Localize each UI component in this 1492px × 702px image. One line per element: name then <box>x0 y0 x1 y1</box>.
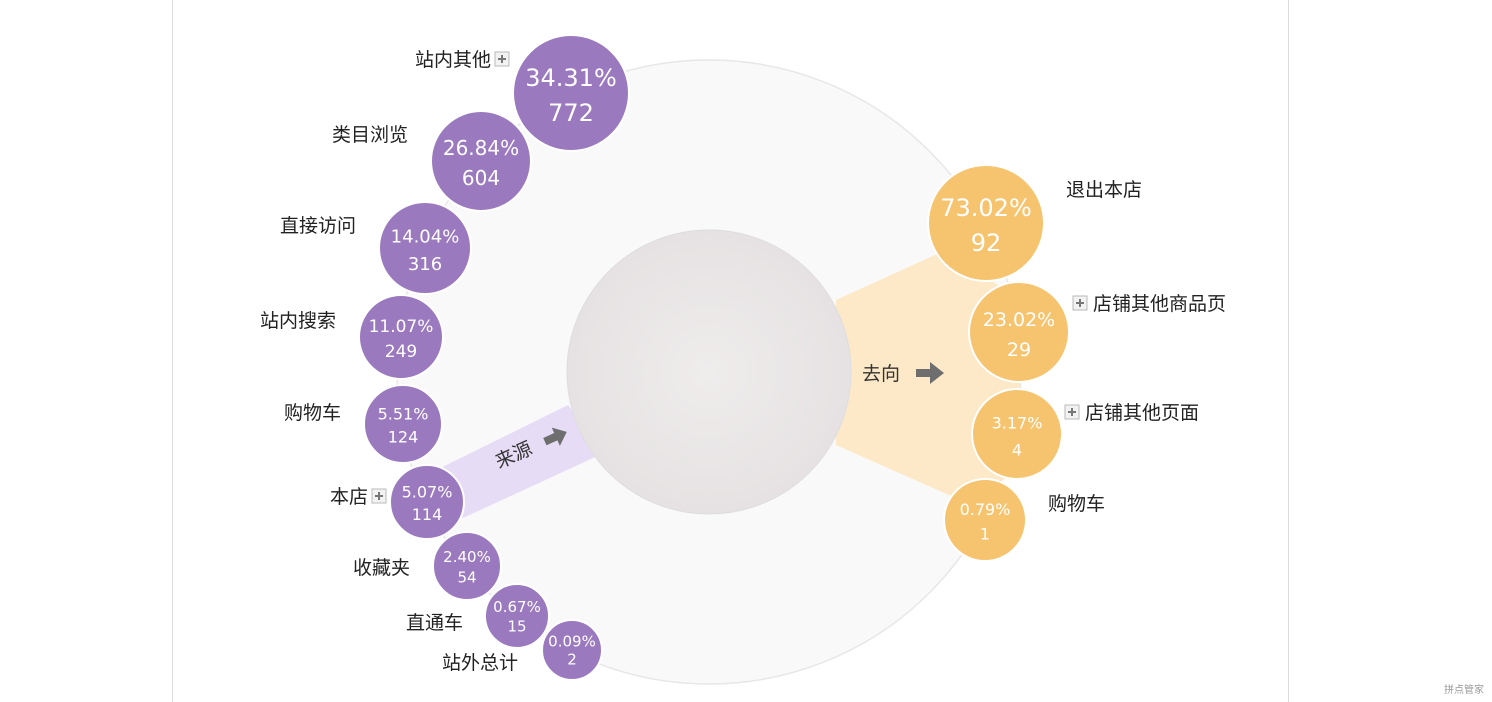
source-count: 15 <box>507 617 526 635</box>
source-percent: 26.84% <box>443 136 519 160</box>
destination-bubble[interactable]: 23.02% 29 <box>968 281 1070 383</box>
destination-bubble-circle[interactable] <box>968 281 1070 383</box>
source-count: 114 <box>412 505 443 524</box>
center-node[interactable] <box>566 229 852 515</box>
source-count: 124 <box>388 428 419 447</box>
source-label: 直通车 <box>406 612 463 634</box>
destination-percent: 73.02% <box>940 194 1032 222</box>
source-label: 收藏夹 <box>353 557 410 579</box>
expand-plus-icon[interactable] <box>494 51 510 67</box>
source-count: 54 <box>457 568 476 586</box>
expand-plus-icon[interactable] <box>1072 295 1088 311</box>
source-bubble-circle[interactable] <box>363 384 443 464</box>
source-bubble[interactable]: 5.07% 114 <box>389 464 465 540</box>
destination-arrow-label: 去向 <box>862 363 900 385</box>
source-count: 604 <box>462 166 500 190</box>
expand-plus-icon[interactable] <box>371 488 387 504</box>
destination-bubble[interactable]: 73.02% 92 <box>927 164 1045 282</box>
source-percent: 2.40% <box>443 548 491 566</box>
destination-bubble-circle[interactable] <box>971 388 1063 480</box>
destination-label: 店铺其他页面 <box>1085 402 1199 424</box>
destination-bubble-circle[interactable] <box>943 478 1027 562</box>
destination-bubble[interactable]: 0.79% 1 <box>943 478 1027 562</box>
source-label: 站内搜索 <box>260 310 336 332</box>
source-percent: 5.51% <box>378 404 429 423</box>
source-percent: 11.07% <box>369 317 434 337</box>
source-label: 本店 <box>330 486 368 508</box>
source-label: 类目浏览 <box>332 124 408 146</box>
source-bubble-circle[interactable] <box>432 531 502 601</box>
source-bubble-circle[interactable] <box>512 34 630 152</box>
source-bubble[interactable]: 0.67%15 <box>484 583 550 649</box>
source-label: 站外总计 <box>442 652 518 674</box>
source-bubble[interactable]: 2.40% 54 <box>432 531 502 601</box>
source-bubble[interactable]: 0.09%2 <box>541 619 603 681</box>
source-label: 购物车 <box>284 402 341 424</box>
destination-count: 4 <box>1012 441 1022 460</box>
destination-count: 92 <box>971 229 1002 257</box>
source-bubble-circle[interactable] <box>484 583 550 649</box>
source-bubble[interactable]: 34.31% 772 <box>512 34 630 152</box>
watermark: 拼点管家 <box>1444 685 1484 696</box>
expand-plus-icon[interactable] <box>1064 404 1080 420</box>
source-count: 249 <box>385 342 417 362</box>
source-percent: 14.04% <box>391 226 460 247</box>
source-percent: 34.31% <box>525 64 617 92</box>
source-bubble-circle[interactable] <box>430 110 532 212</box>
source-percent: 5.07% <box>402 483 453 502</box>
destination-percent: 23.02% <box>983 309 1055 331</box>
source-label: 站内其他 <box>415 49 491 71</box>
source-percent: 0.09% <box>548 632 596 650</box>
destination-bubble-circle[interactable] <box>927 164 1045 282</box>
source-bubble-circle[interactable] <box>541 619 603 681</box>
source-count: 316 <box>408 254 442 275</box>
source-bubble[interactable]: 14.04% 316 <box>378 201 472 295</box>
destination-count: 29 <box>1007 339 1031 361</box>
source-percent: 0.67% <box>493 598 541 616</box>
source-bubble-circle[interactable] <box>378 201 472 295</box>
destination-percent: 0.79% <box>960 500 1011 519</box>
destination-label: 购物车 <box>1048 493 1105 515</box>
destination-bubble[interactable]: 3.17% 4 <box>971 388 1063 480</box>
source-bubble[interactable]: 5.51% 124 <box>363 384 443 464</box>
right-arrow-icon <box>543 427 567 446</box>
destination-label: 退出本店 <box>1066 179 1142 201</box>
source-bubble[interactable]: 26.84% 604 <box>430 110 532 212</box>
source-count: 772 <box>548 99 594 127</box>
right-arrow-icon <box>916 362 944 384</box>
source-bubble[interactable]: 11.07% 249 <box>358 294 444 380</box>
source-count: 2 <box>567 650 577 668</box>
source-bubble-circle[interactable] <box>389 464 465 540</box>
destination-label: 店铺其他商品页 <box>1093 293 1226 315</box>
source-bubble-circle[interactable] <box>358 294 444 380</box>
destination-percent: 3.17% <box>992 414 1043 433</box>
chart-panel <box>172 0 1289 702</box>
source-label: 直接访问 <box>280 215 356 237</box>
destination-count: 1 <box>980 525 990 544</box>
